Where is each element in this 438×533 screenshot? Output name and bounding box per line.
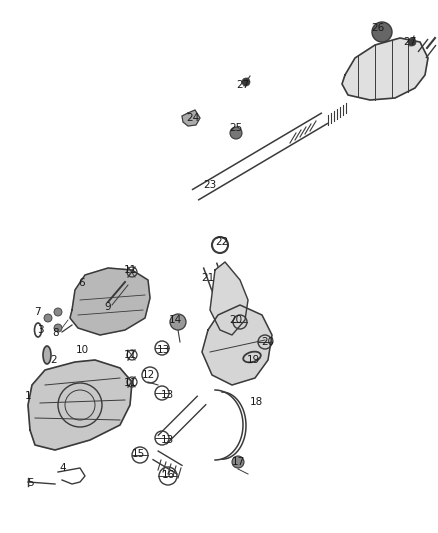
Circle shape bbox=[232, 456, 244, 468]
Text: 4: 4 bbox=[60, 463, 66, 473]
Text: 22: 22 bbox=[215, 237, 229, 247]
Polygon shape bbox=[342, 38, 428, 100]
Polygon shape bbox=[202, 305, 272, 385]
Text: 10: 10 bbox=[75, 345, 88, 355]
Text: 20: 20 bbox=[261, 337, 275, 347]
Text: 15: 15 bbox=[131, 449, 145, 459]
Text: 17: 17 bbox=[231, 457, 245, 467]
Text: 21: 21 bbox=[201, 273, 215, 283]
Text: 23: 23 bbox=[203, 180, 217, 190]
Text: 11: 11 bbox=[124, 265, 137, 275]
Polygon shape bbox=[210, 262, 248, 335]
Text: 18: 18 bbox=[249, 397, 263, 407]
Circle shape bbox=[230, 127, 242, 139]
Text: 1: 1 bbox=[25, 391, 31, 401]
Text: 20: 20 bbox=[230, 315, 243, 325]
Text: 12: 12 bbox=[141, 370, 155, 380]
Ellipse shape bbox=[43, 346, 51, 364]
Text: 11: 11 bbox=[124, 350, 137, 360]
Circle shape bbox=[170, 314, 186, 330]
Circle shape bbox=[242, 78, 250, 86]
Text: 16: 16 bbox=[161, 470, 175, 480]
Circle shape bbox=[54, 324, 62, 332]
Text: 13: 13 bbox=[156, 345, 170, 355]
Text: 14: 14 bbox=[168, 315, 182, 325]
Text: 19: 19 bbox=[246, 355, 260, 365]
Text: 11: 11 bbox=[124, 378, 137, 388]
Text: 2: 2 bbox=[51, 355, 57, 365]
Text: 13: 13 bbox=[160, 435, 173, 445]
Text: 27: 27 bbox=[237, 80, 250, 90]
Text: 26: 26 bbox=[371, 23, 385, 33]
Circle shape bbox=[408, 38, 416, 46]
Polygon shape bbox=[70, 268, 150, 335]
Polygon shape bbox=[28, 360, 132, 450]
Text: 7: 7 bbox=[34, 307, 40, 317]
Text: 13: 13 bbox=[160, 390, 173, 400]
Text: 25: 25 bbox=[230, 123, 243, 133]
Polygon shape bbox=[182, 110, 200, 126]
Text: 24: 24 bbox=[187, 113, 200, 123]
Text: 3: 3 bbox=[37, 325, 43, 335]
Circle shape bbox=[54, 308, 62, 316]
Text: 27: 27 bbox=[403, 37, 417, 47]
Text: 8: 8 bbox=[53, 328, 59, 338]
Text: 5: 5 bbox=[27, 478, 33, 488]
Circle shape bbox=[44, 314, 52, 322]
Text: 9: 9 bbox=[105, 302, 111, 312]
Text: 6: 6 bbox=[79, 278, 85, 288]
Circle shape bbox=[372, 22, 392, 42]
